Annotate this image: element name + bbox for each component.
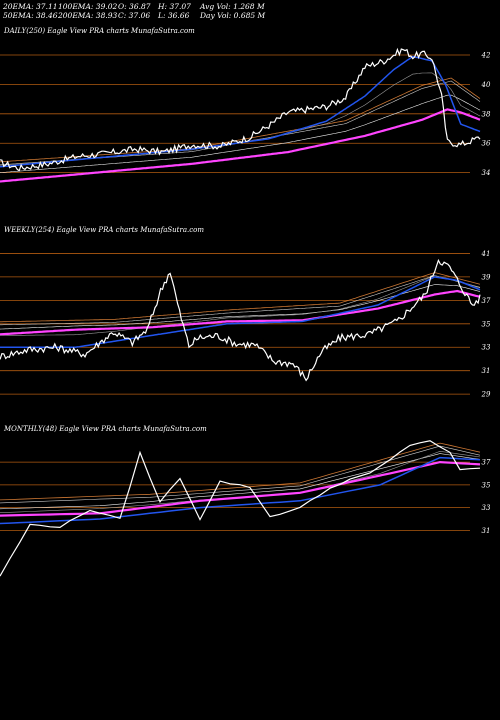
daily-panel-title: DAILY(250) Eagle View PRA charts MunafaS… (4, 27, 195, 35)
weekly-tick-label: 37 (482, 297, 491, 305)
daily-tick-label: 40 (481, 81, 491, 89)
hdr-high: H: 37.07 (158, 2, 191, 11)
hdr-open: O: 36.87 (118, 2, 151, 11)
weekly-panel-title: WEEKLY(254) Eagle View PRA charts Munafa… (4, 226, 205, 234)
monthly-ema-mid (0, 442, 481, 501)
hdr-close: C: 37.06 (118, 11, 151, 20)
daily-panel: 42 40 38 36 34 (0, 47, 491, 183)
weekly-panel: 41 39 37 35 33 31 29 (0, 250, 491, 399)
weekly-price-line (0, 258, 481, 382)
monthly-ema-band-3 (0, 450, 481, 513)
daily-tick-label: 38 (482, 110, 491, 118)
daily-price-line (0, 47, 481, 172)
daily-ema-band-2 (0, 94, 481, 173)
daily-tick-label: 42 (481, 52, 491, 60)
weekly-ema-band-3 (0, 275, 481, 336)
weekly-ema-band-2 (0, 284, 481, 330)
hdr-ema50: 50EMA: 38.46 (3, 11, 58, 20)
monthly-tick-label: 35 (482, 481, 491, 489)
weekly-tick-label: 35 (482, 320, 491, 328)
weekly-ema-long (0, 289, 481, 336)
monthly-tick-label: 37 (482, 459, 491, 467)
weekly-tick-label: 41 (481, 250, 491, 258)
monthly-panel: 37 35 33 31 (0, 440, 491, 577)
monthly-ema-short (0, 456, 481, 525)
monthly-tick-label: 33 (482, 504, 491, 512)
monthly-tick-label: 31 (482, 527, 491, 535)
daily-ema-short (0, 55, 481, 168)
daily-ema-long (0, 108, 481, 183)
hdr-ema100: 100EMA: 39.02 (58, 2, 118, 11)
monthly-ema-long (0, 460, 481, 517)
monthly-price-line (0, 440, 481, 577)
hdr-dayvol: Day Vol: 0.685 M (200, 11, 266, 20)
daily-tick-label: 36 (482, 140, 491, 148)
weekly-tick-label: 29 (481, 391, 491, 399)
daily-ema-mid (0, 77, 481, 163)
monthly-panel-title: MONTHLY(48) Eagle View PRA charts Munafa… (4, 425, 207, 433)
daily-ema-band-3 (0, 72, 481, 166)
hdr-ema200: 200EMA: 38.93 (58, 11, 118, 20)
weekly-ema-band-1 (0, 275, 481, 326)
weekly-tick-label: 31 (482, 367, 491, 375)
monthly-ema-band-1 (0, 445, 481, 504)
weekly-tick-label: 33 (482, 344, 491, 352)
weekly-ema-short (0, 276, 481, 348)
daily-tick-label: 34 (482, 169, 491, 177)
monthly-ema-band-2 (0, 453, 481, 510)
weekly-tick-label: 39 (482, 273, 491, 281)
hdr-low: L: 36.66 (158, 11, 190, 20)
hdr-avgvol: Avg Vol: 1.268 M (200, 2, 265, 11)
hdr-ema20: 20EMA: 37.11 (3, 2, 58, 11)
weekly-ema-mid (0, 272, 481, 323)
